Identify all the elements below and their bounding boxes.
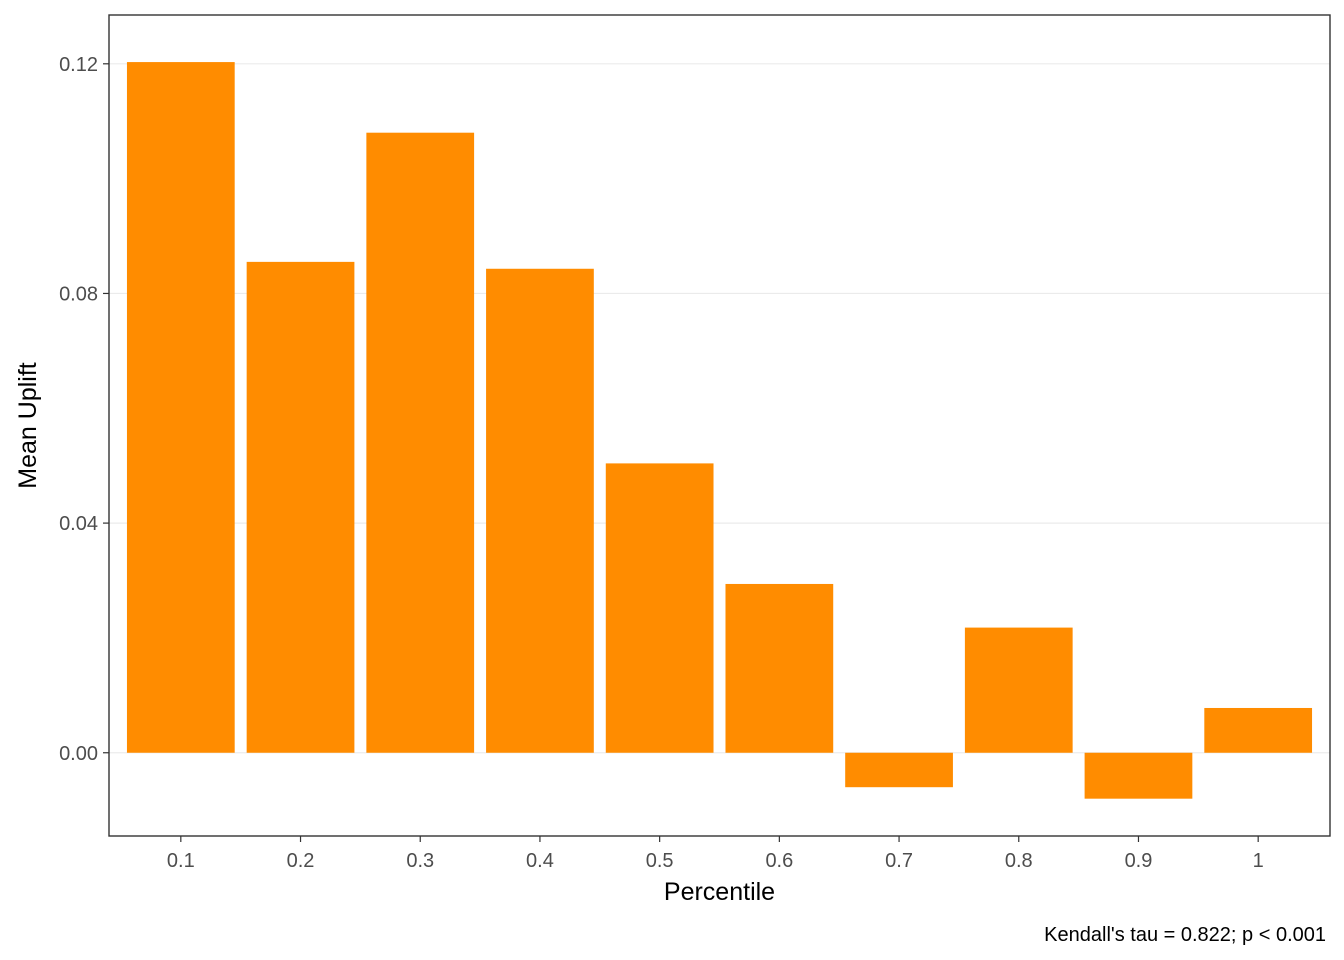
x-axis-title: Percentile <box>664 878 775 906</box>
x-tick-label: 0.2 <box>287 850 315 872</box>
panel-border <box>108 14 1331 837</box>
bar-0.2 <box>246 261 355 753</box>
x-tick-label: 0.9 <box>1125 850 1153 872</box>
bar-0.6 <box>725 583 834 753</box>
bar-0.1 <box>126 62 235 753</box>
bar-0.3 <box>366 132 475 753</box>
bar-0.8 <box>964 627 1073 753</box>
y-axis: 0.00 0.04 0.08 0.12 <box>59 54 109 765</box>
bars <box>126 62 1313 799</box>
bar-0.9 <box>1084 752 1193 799</box>
y-axis-title: Mean Uplift <box>14 362 42 488</box>
x-tick-label: 0.1 <box>167 850 195 872</box>
bar-1 <box>1204 707 1313 753</box>
bar-0.5 <box>605 463 714 753</box>
y-tick-label: 0.00 <box>59 743 98 765</box>
x-tick-label: 0.3 <box>406 850 434 872</box>
y-tick-label: 0.04 <box>59 513 98 535</box>
x-tick-label: 0.6 <box>765 850 793 872</box>
x-tick-label: 0.8 <box>1005 850 1033 872</box>
x-tick-label: 0.5 <box>646 850 674 872</box>
chart-caption: Kendall's tau = 0.822; p < 0.001 <box>1044 924 1326 946</box>
y-tick-label: 0.08 <box>59 283 98 305</box>
x-tick-label: 0.7 <box>885 850 913 872</box>
x-tick-label: 1 <box>1253 850 1264 872</box>
y-tick-label: 0.12 <box>59 54 98 76</box>
bar-0.4 <box>486 268 594 753</box>
bar-0.7 <box>845 752 953 788</box>
x-tick-label: 0.4 <box>526 850 554 872</box>
x-axis: 0.1 0.2 0.3 0.4 0.5 0.6 0.7 0.8 0.9 1 <box>167 836 1264 872</box>
